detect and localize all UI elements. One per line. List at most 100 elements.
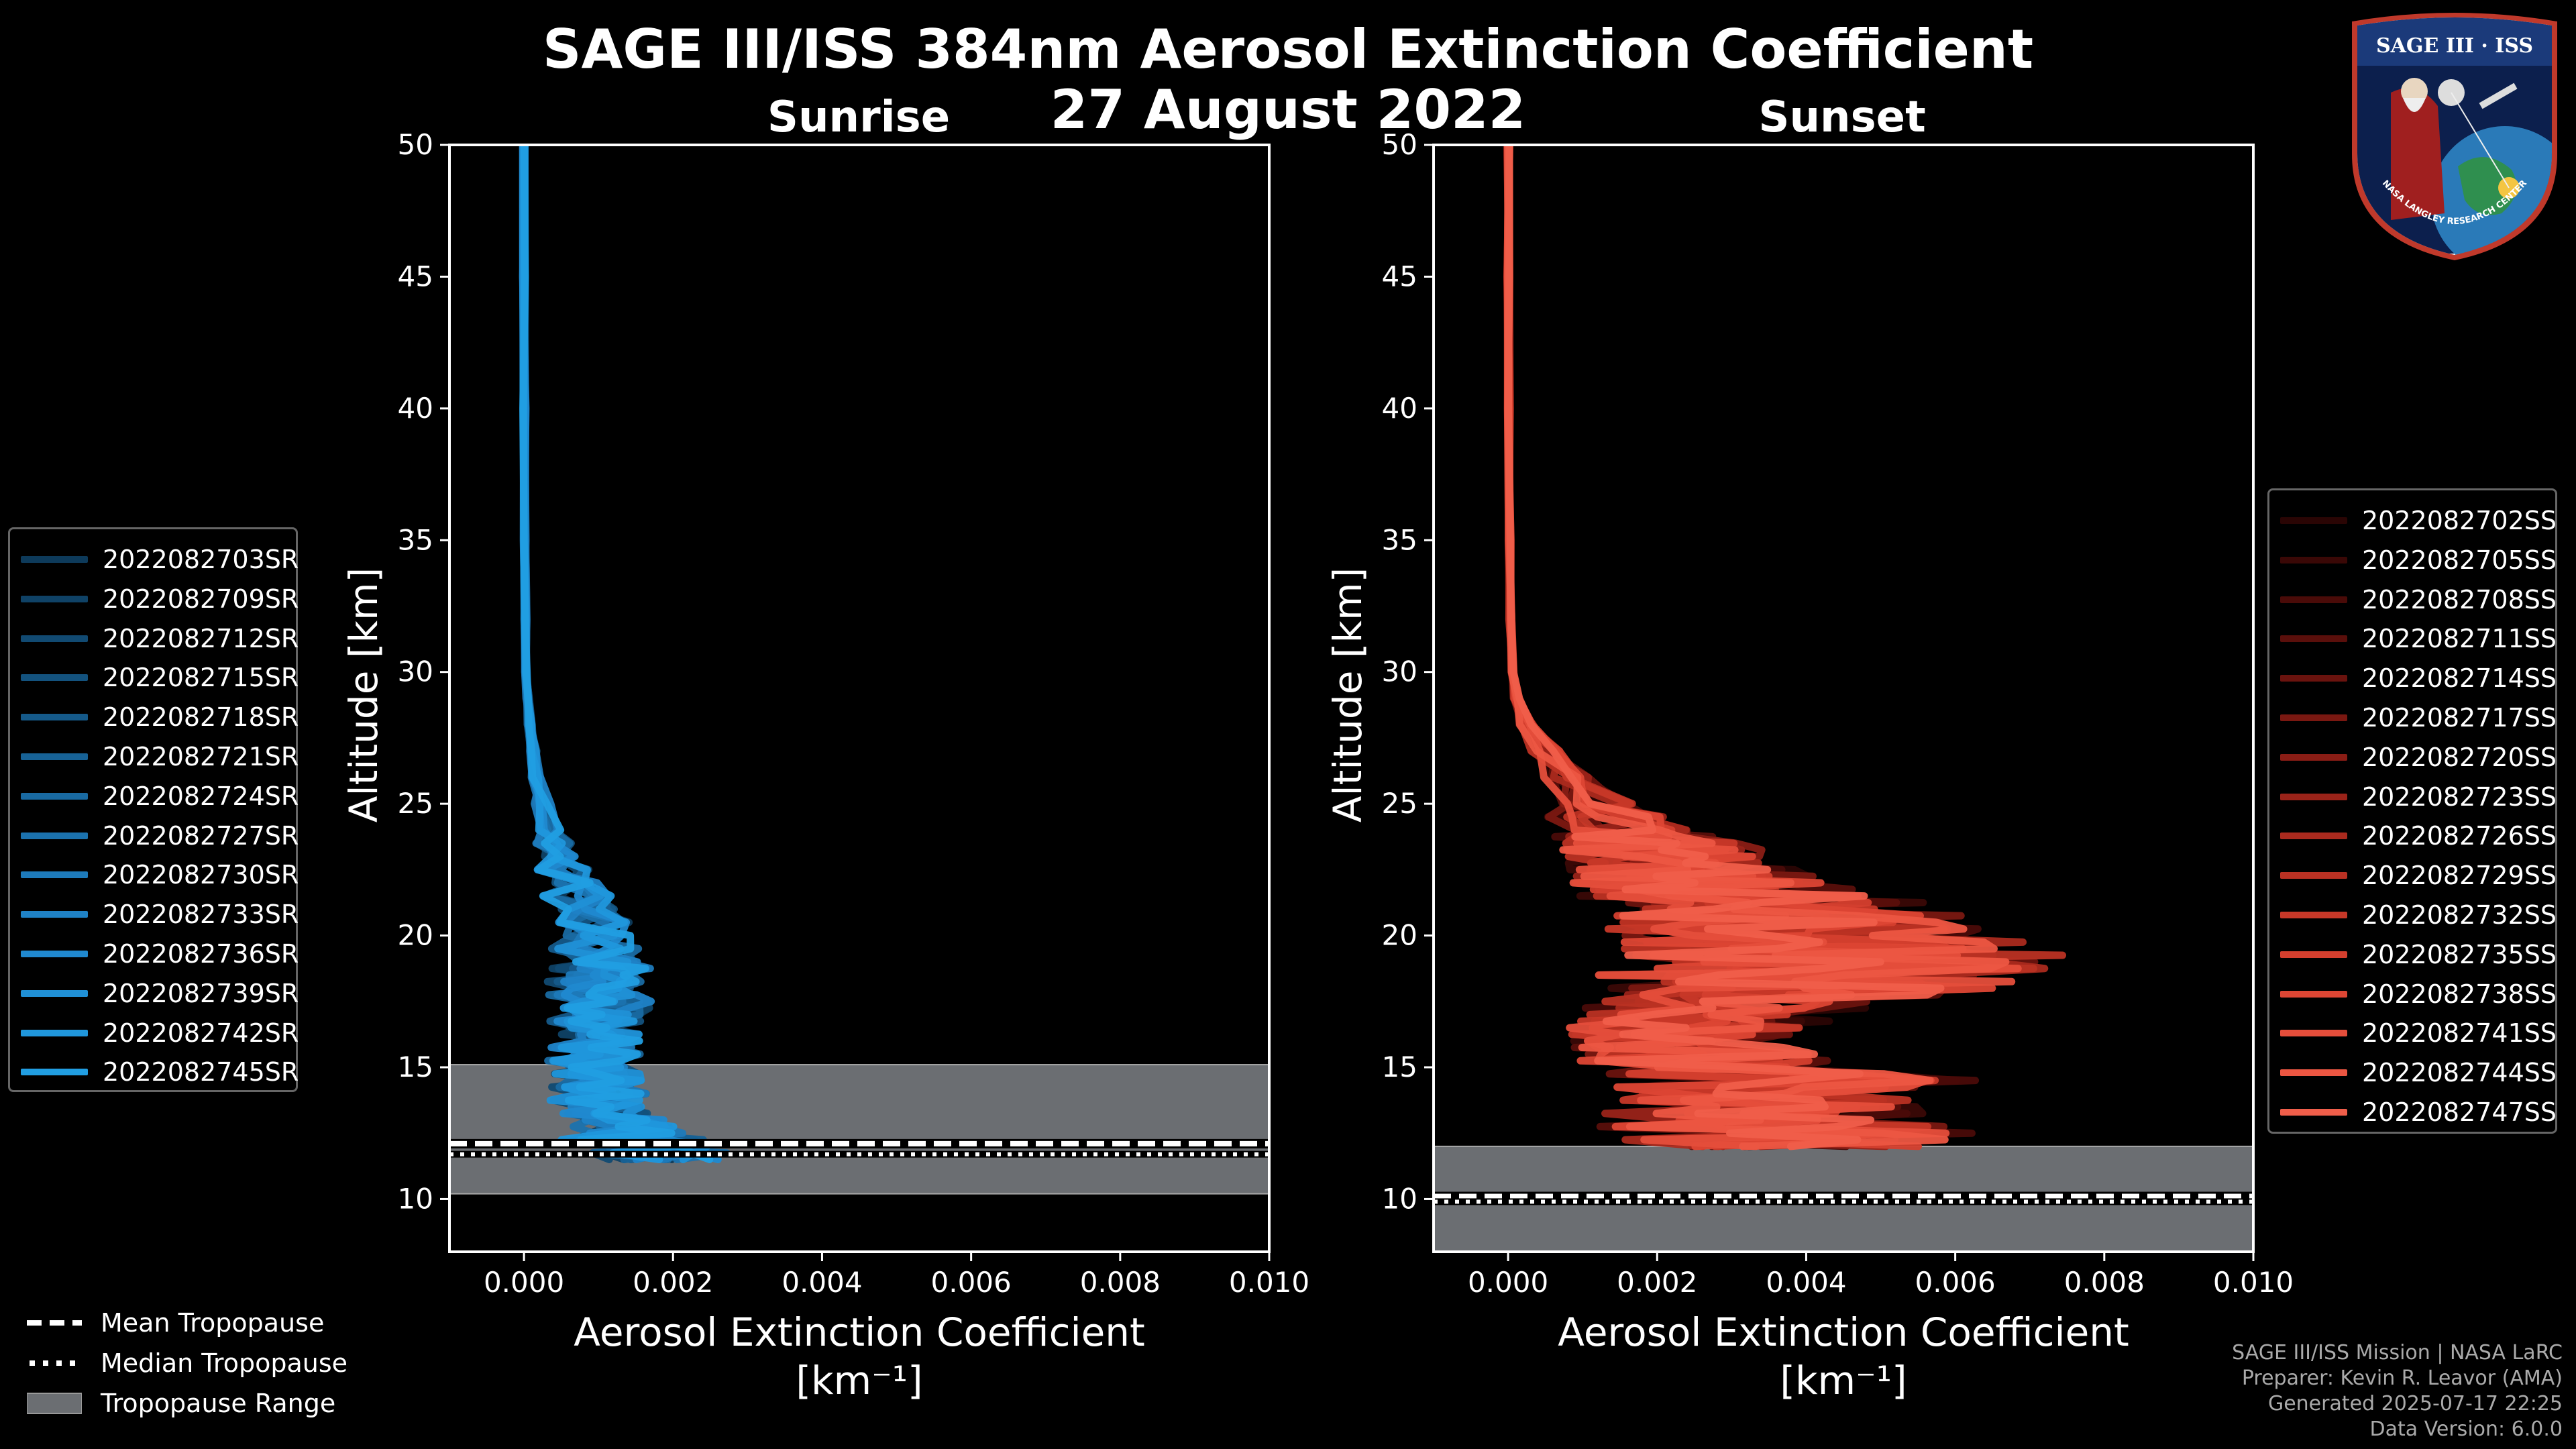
legend-entry-2022082732SS: 2022082732SS bbox=[2269, 896, 2557, 934]
median-tropopause-label: Median Tropopause bbox=[101, 1348, 347, 1378]
sunset-series-2022082744SS bbox=[1504, 145, 2010, 1150]
sunrise-xtick-label: 0.008 bbox=[1080, 1266, 1161, 1299]
legend-label: 2022082741SS bbox=[2362, 1018, 2557, 1049]
legend-label: 2022082711SS bbox=[2362, 624, 2557, 654]
legend-entry-2022082739SR: 2022082739SR bbox=[10, 974, 299, 1013]
sunrise-plot-area bbox=[440, 144, 1271, 1261]
sunrise-profiles bbox=[519, 145, 731, 1163]
legend-label: 2022082726SS bbox=[2362, 821, 2557, 851]
legend-swatch bbox=[21, 674, 88, 682]
sunset-ytick-label: 15 bbox=[1382, 1051, 1417, 1083]
legend-swatch bbox=[2280, 833, 2347, 840]
legend-label: 2022082702SS bbox=[2362, 506, 2557, 535]
legend-swatch bbox=[2280, 556, 2347, 564]
legend-swatch bbox=[2280, 951, 2347, 958]
legend-label: 2022082744SS bbox=[2362, 1058, 2557, 1088]
legend-swatch bbox=[2280, 1069, 2347, 1077]
legend-label: 2022082724SR bbox=[103, 781, 299, 811]
credits: SAGE III/ISS Mission | NASA LaRC Prepare… bbox=[2232, 1340, 2563, 1442]
sunrise-ytick-label: 15 bbox=[398, 1051, 433, 1083]
legend-label: 2022082720SS bbox=[2362, 742, 2557, 772]
legend-entry-2022082733SR: 2022082733SR bbox=[10, 895, 299, 934]
legend-entry-2022082718SR: 2022082718SR bbox=[10, 698, 299, 737]
legend-entry-2022082744SS: 2022082744SS bbox=[2269, 1053, 2557, 1092]
sunrise-ylabel: Altitude [km] bbox=[341, 568, 386, 822]
sunrise-xtick-label: 0.004 bbox=[782, 1266, 862, 1299]
legend-entry-2022082715SR: 2022082715SR bbox=[10, 658, 299, 697]
legend-swatch bbox=[21, 832, 88, 839]
legend-entry-2022082723SS: 2022082723SS bbox=[2269, 777, 2557, 816]
legend-entry-2022082714SS: 2022082714SS bbox=[2269, 659, 2557, 698]
sunrise-axes-frame bbox=[448, 144, 1271, 1253]
sunset-ytick-label: 35 bbox=[1382, 523, 1417, 556]
credit-generated: Generated 2025-07-17 22:25 bbox=[2267, 1392, 2563, 1415]
legend-label: 2022082712SR bbox=[103, 623, 299, 653]
legend-swatch bbox=[2280, 793, 2347, 800]
legend-label: 2022082735SS bbox=[2362, 939, 2557, 969]
sunset-ytick-label: 45 bbox=[1382, 260, 1417, 292]
legend-entry-2022082736SR: 2022082736SR bbox=[10, 934, 299, 973]
sunset-ytick-label: 20 bbox=[1382, 919, 1417, 952]
sunrise-xtick-label: 0.010 bbox=[1229, 1266, 1309, 1299]
legend-label: 2022082718SR bbox=[103, 702, 299, 733]
legend-swatch bbox=[21, 1029, 88, 1036]
legend-swatch bbox=[21, 911, 88, 918]
legend-entry-2022082712SR: 2022082712SR bbox=[10, 619, 299, 658]
credit-preparer: Preparer: Kevin R. Leavor (AMA) bbox=[2241, 1366, 2563, 1390]
sunrise-ytick-label: 10 bbox=[398, 1182, 433, 1215]
legend-entry-2022082721SR: 2022082721SR bbox=[10, 737, 299, 776]
legend-swatch bbox=[2280, 635, 2347, 643]
sunset-xtick-label: 0.002 bbox=[1617, 1266, 1697, 1299]
legend-swatch bbox=[2280, 1030, 2347, 1037]
tropopause-legend: Mean Tropopause Median Tropopause Tropop… bbox=[27, 1303, 347, 1424]
legend-label: 2022082703SR bbox=[103, 545, 299, 574]
sunrise-ytick-label: 25 bbox=[398, 787, 433, 820]
legend-entry-2022082705SS: 2022082705SS bbox=[2269, 541, 2557, 580]
sunset-ytick-label: 10 bbox=[1382, 1182, 1417, 1215]
chart-title-line2: 27 August 2022 bbox=[1050, 78, 1526, 141]
legend-entry-2022082741SS: 2022082741SS bbox=[2269, 1014, 2557, 1053]
legend-entry-2022082720SS: 2022082720SS bbox=[2269, 738, 2557, 777]
tropopause-range-label: Tropopause Range bbox=[101, 1389, 336, 1418]
legend-entry-2022082717SS: 2022082717SS bbox=[2269, 698, 2557, 737]
mean-tropopause-label: Mean Tropopause bbox=[101, 1308, 325, 1338]
legend-swatch bbox=[2280, 1109, 2347, 1116]
sunrise-ytick-label: 20 bbox=[398, 919, 433, 952]
sunset-legend: 2022082702SS 2022082705SS 2022082708SS 2022… bbox=[2267, 488, 2557, 1134]
sunrise-series-2022082745SR bbox=[519, 145, 714, 1163]
sunrise-ytick-label: 30 bbox=[398, 655, 433, 688]
legend-label: 2022082747SS bbox=[2362, 1097, 2557, 1127]
sunset-xtick-label: 0.008 bbox=[2064, 1266, 2145, 1299]
legend-label: 2022082729SS bbox=[2362, 861, 2557, 891]
legend-label: 2022082730SR bbox=[103, 860, 299, 890]
legend-entry-2022082703SR: 2022082703SR bbox=[10, 540, 299, 579]
legend-entry-2022082747SS: 2022082747SS bbox=[2269, 1093, 2557, 1132]
sunset-ytick-label: 50 bbox=[1382, 128, 1417, 161]
legend-entry-2022082702SS: 2022082702SS bbox=[2269, 501, 2557, 540]
legend-swatch bbox=[2280, 596, 2347, 603]
sunrise-ytick-label: 45 bbox=[398, 260, 433, 292]
legend-entry-2022082729SS: 2022082729SS bbox=[2269, 856, 2557, 895]
legend-label: 2022082727SR bbox=[103, 820, 299, 851]
legend-swatch bbox=[21, 792, 88, 800]
dashed-line-swatch bbox=[27, 1320, 82, 1326]
legend-label: 2022082714SS bbox=[2362, 663, 2557, 694]
sunset-xtick-label: 0.010 bbox=[2213, 1266, 2294, 1299]
sunset-xlabel: Aerosol Extinction Coefficient bbox=[1558, 1309, 2129, 1355]
sunrise-xtick-label: 0.002 bbox=[633, 1266, 713, 1299]
legend-swatch bbox=[21, 989, 88, 997]
range-swatch bbox=[27, 1393, 82, 1414]
sunset-panel-title: Sunset bbox=[1758, 93, 1926, 142]
sunrise-xlabel: Aerosol Extinction Coefficient bbox=[574, 1309, 1145, 1355]
legend-swatch bbox=[21, 595, 88, 602]
sunset-ytick-label: 25 bbox=[1382, 787, 1417, 820]
legend-label: 2022082715SR bbox=[103, 663, 299, 693]
legend-label: 2022082742SR bbox=[103, 1018, 299, 1048]
legend-swatch bbox=[21, 714, 88, 721]
sunset-xtick-label: 0.004 bbox=[1766, 1266, 1846, 1299]
legend-entry-2022082738SS: 2022082738SS bbox=[2269, 975, 2557, 1014]
sunrise-xlabel-units: [km⁻¹] bbox=[796, 1358, 922, 1403]
legend-swatch bbox=[2280, 912, 2347, 918]
sunset-xtick-label: 0.006 bbox=[1915, 1266, 1996, 1299]
legend-swatch bbox=[2280, 753, 2347, 761]
